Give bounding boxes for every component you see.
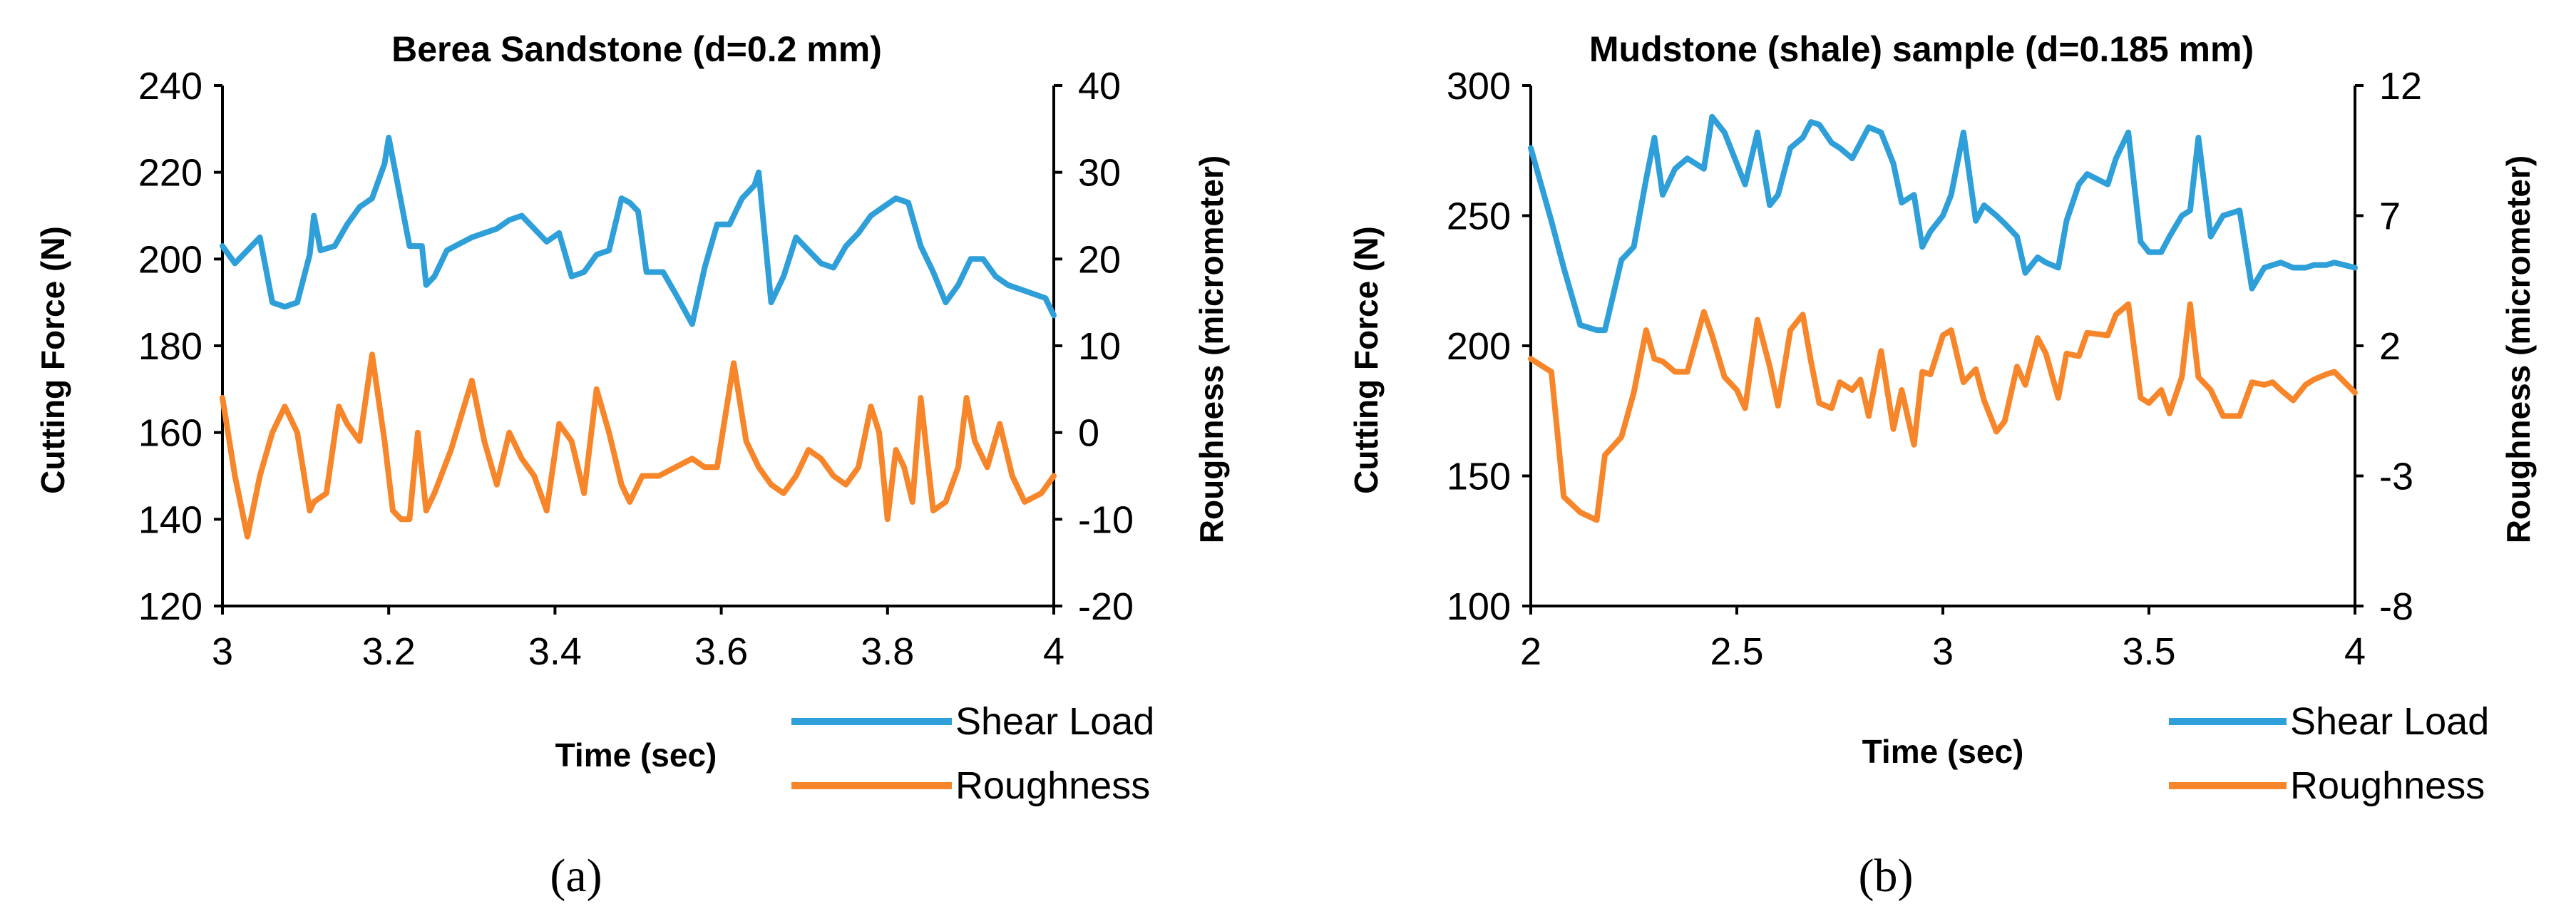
chart-b-xtick-label: 2 — [1520, 630, 1541, 673]
chart-a-ytick-label: 160 — [138, 412, 202, 455]
chart-a-ytick-label: 120 — [138, 585, 202, 628]
chart-a-y2tick-label: -20 — [1078, 585, 1134, 628]
chart-b-series-shear-load — [1528, 113, 2358, 334]
chart-b-ytick-label: 250 — [1447, 195, 1511, 238]
chart-b-y2tick-label: 2 — [2379, 325, 2401, 368]
chart-b-xtick-label: 3 — [1932, 630, 1954, 673]
chart-b-legend-shear-label: Shear Load — [2290, 700, 2489, 743]
chart-b: Mudstone (shale) sample (d=0.185 mm) Cut… — [1348, 29, 2537, 902]
chart-b-xtick-label: 2.5 — [1710, 630, 1763, 673]
chart-a-y2label: Roughness (micrometer) — [1193, 155, 1230, 543]
chart-a-xtick-label: 3.8 — [861, 630, 914, 673]
chart-a-ylabel: Cutting Force (N) — [34, 226, 71, 494]
chart-b-series — [1528, 113, 2358, 523]
chart-a-xlabel: Time (sec) — [555, 736, 717, 774]
caption-b: (b) — [1859, 850, 1914, 902]
chart-a-ytick-label: 180 — [138, 325, 202, 368]
chart-b-ytick-label: 200 — [1447, 325, 1511, 368]
chart-a-y2tick-label: 30 — [1078, 152, 1121, 195]
chart-a-xtick-label: 3.4 — [528, 630, 582, 673]
chart-a-xtick-label: 3.6 — [694, 630, 748, 673]
chart-a-y2tick-label: 10 — [1078, 325, 1121, 368]
chart-b-y2label: Roughness (micrometer) — [2500, 155, 2537, 543]
chart-b-ylabel: Cutting Force (N) — [1348, 226, 1385, 494]
chart-b-ytick-label: 300 — [1447, 65, 1511, 108]
chart-a-ytick-label: 140 — [138, 498, 202, 541]
chart-b-y2tick-label: -3 — [2379, 456, 2413, 498]
chart-a-legend-roughness-label: Roughness — [955, 764, 1150, 807]
chart-a-series — [220, 135, 1057, 540]
chart-a-xtick-label: 4 — [1043, 630, 1064, 673]
chart-b-series-roughness — [1528, 301, 2358, 523]
chart-a-legend-shear-label: Shear Load — [955, 700, 1154, 743]
chart-a-xtick-label: 3.2 — [362, 630, 416, 673]
chart-a-xtick-label: 3 — [212, 630, 233, 673]
chart-a-series-roughness — [220, 351, 1057, 540]
chart-b-xtick-label: 4 — [2344, 630, 2366, 673]
chart-a-y2tick-label: 0 — [1078, 412, 1099, 455]
chart-a-ticks: 120 140 160 180 200 220 240 -20 -10 0 10 20 30 40 3 3.2… — [138, 65, 1134, 673]
chart-a-series-shear-load — [220, 135, 1057, 327]
chart-b-title: Mudstone (shale) sample (d=0.185 mm) — [1589, 29, 2254, 69]
chart-a-y2tick-label: 20 — [1078, 238, 1121, 281]
chart-b-legend-roughness-label: Roughness — [2290, 764, 2485, 807]
chart-a: Berea Sandstone (d=0.2 mm) Cutting Force… — [34, 29, 1230, 902]
chart-b-xtick-label: 3.5 — [2122, 630, 2175, 673]
chart-b-ytick-label: 100 — [1447, 585, 1511, 628]
chart-b-y2tick-label: -8 — [2379, 585, 2413, 628]
chart-a-ytick-label: 200 — [138, 238, 202, 281]
chart-b-ytick-label: 150 — [1447, 456, 1511, 498]
caption-a: (a) — [550, 850, 602, 902]
chart-a-title: Berea Sandstone (d=0.2 mm) — [391, 29, 882, 69]
chart-a-y2tick-label: 40 — [1078, 65, 1121, 108]
chart-b-y2tick-label: 12 — [2379, 65, 2422, 108]
chart-a-y2tick-label: -10 — [1078, 498, 1134, 541]
chart-b-ticks: 100 150 200 250 300 -8 -3 2 7 12 2 2.5 3 3.5 4 — [1447, 65, 2422, 673]
chart-b-y2tick-label: 7 — [2379, 195, 2401, 238]
chart-a-ytick-label: 220 — [138, 152, 202, 195]
chart-b-xlabel: Time (sec) — [1862, 733, 2024, 770]
chart-a-ytick-label: 240 — [138, 65, 202, 108]
